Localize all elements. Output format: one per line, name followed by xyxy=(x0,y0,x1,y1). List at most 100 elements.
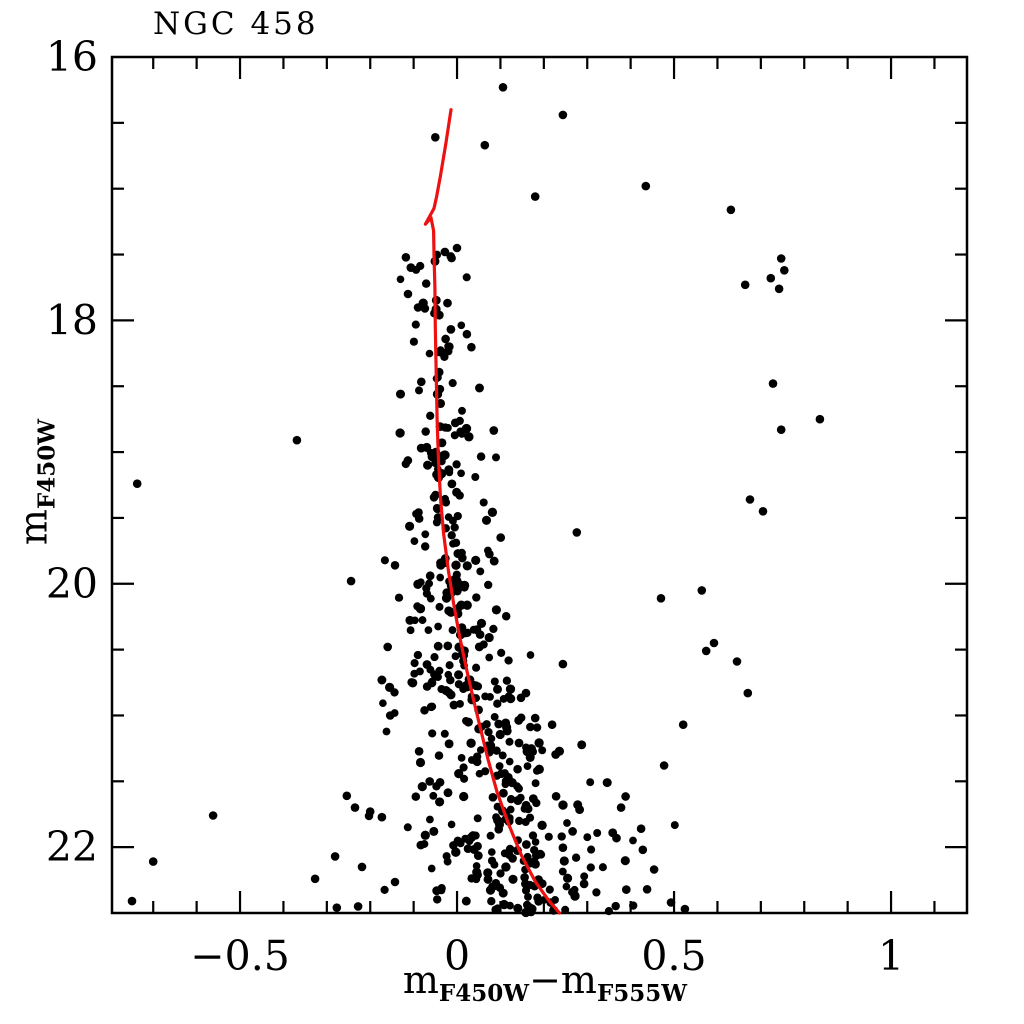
star-point xyxy=(530,859,540,869)
star-point xyxy=(476,567,485,576)
star-point xyxy=(472,875,481,884)
star-point xyxy=(611,901,620,911)
star-point xyxy=(505,684,516,694)
star-point xyxy=(490,677,499,686)
star-point xyxy=(450,431,459,440)
star-point xyxy=(523,804,533,814)
star-point xyxy=(353,902,363,911)
star-point xyxy=(460,774,469,783)
star-point xyxy=(495,729,505,740)
star-point xyxy=(422,589,432,598)
star-point xyxy=(432,518,441,527)
star-point xyxy=(670,821,679,830)
star-point xyxy=(447,531,456,540)
x-tick-label: 1 xyxy=(878,932,904,980)
star-point xyxy=(414,746,424,756)
star-point xyxy=(483,874,493,884)
star-point xyxy=(533,893,542,902)
star-point xyxy=(472,663,481,672)
star-point xyxy=(528,831,538,840)
isochrone-curve xyxy=(423,108,562,915)
star-point xyxy=(457,321,466,330)
star-point xyxy=(485,549,494,559)
star-point xyxy=(620,856,630,866)
star-point xyxy=(486,693,494,701)
star-point xyxy=(558,659,568,669)
star-point xyxy=(544,832,553,841)
star-point xyxy=(525,903,535,912)
star-point xyxy=(501,776,511,786)
star-point xyxy=(403,289,413,299)
star-point xyxy=(487,856,497,865)
star-point xyxy=(410,537,419,545)
star-point xyxy=(732,657,742,666)
star-point xyxy=(457,553,467,563)
star-point xyxy=(414,508,423,517)
star-point xyxy=(551,791,561,801)
star-point xyxy=(571,853,581,862)
star-point xyxy=(743,688,753,698)
star-point xyxy=(776,254,786,263)
star-point xyxy=(425,815,434,824)
star-point xyxy=(418,616,427,625)
star-point xyxy=(427,864,436,873)
star-point xyxy=(461,423,472,434)
star-point xyxy=(780,266,789,275)
star-point xyxy=(447,820,456,829)
star-point xyxy=(642,885,652,894)
star-point xyxy=(132,479,142,489)
y-axis-title: mF450W xyxy=(12,419,61,545)
star-point xyxy=(504,692,513,701)
star-point xyxy=(709,638,719,648)
star-point xyxy=(395,389,406,399)
star-point xyxy=(440,729,449,738)
star-point xyxy=(401,253,411,262)
x-tick-label: 0.5 xyxy=(641,932,706,980)
star-point xyxy=(547,720,557,729)
x-axis-title-sub1: F450W xyxy=(438,980,530,1007)
star-point xyxy=(701,646,711,656)
x-axis-title-base2: m xyxy=(560,958,597,1002)
star-point xyxy=(414,514,424,523)
star-point xyxy=(516,693,526,703)
star-point xyxy=(487,848,496,856)
star-point xyxy=(350,803,360,812)
star-point xyxy=(577,740,587,750)
star-point xyxy=(501,862,511,872)
star-point xyxy=(740,280,750,290)
y-tick-label: 20 xyxy=(46,560,98,608)
star-point xyxy=(422,682,432,691)
star-point xyxy=(476,452,486,461)
star-point xyxy=(612,833,621,843)
star-point xyxy=(766,273,776,283)
star-point xyxy=(656,594,666,603)
y-tick-label: 22 xyxy=(46,823,98,871)
star-point xyxy=(380,885,389,895)
star-point xyxy=(586,863,595,872)
star-point xyxy=(488,792,498,802)
star-point xyxy=(452,460,461,469)
star-point xyxy=(495,762,504,771)
star-point xyxy=(443,298,452,308)
y-axis-title-base: m xyxy=(11,509,56,546)
star-point xyxy=(532,766,541,775)
star-point xyxy=(501,612,511,621)
star-point xyxy=(403,823,412,832)
star-point xyxy=(420,706,429,715)
star-point xyxy=(444,739,454,749)
star-point xyxy=(415,604,426,614)
star-point xyxy=(487,507,498,517)
star-point xyxy=(501,718,511,728)
star-point xyxy=(473,814,482,823)
star-point xyxy=(638,845,648,855)
star-point xyxy=(493,684,502,694)
star-point xyxy=(563,819,571,827)
star-point xyxy=(579,879,589,889)
star-point xyxy=(446,252,455,261)
star-point xyxy=(411,320,420,329)
star-point xyxy=(438,349,447,358)
star-point xyxy=(545,885,554,894)
star-point xyxy=(520,873,529,882)
star-point xyxy=(471,555,481,566)
star-point xyxy=(380,556,389,565)
